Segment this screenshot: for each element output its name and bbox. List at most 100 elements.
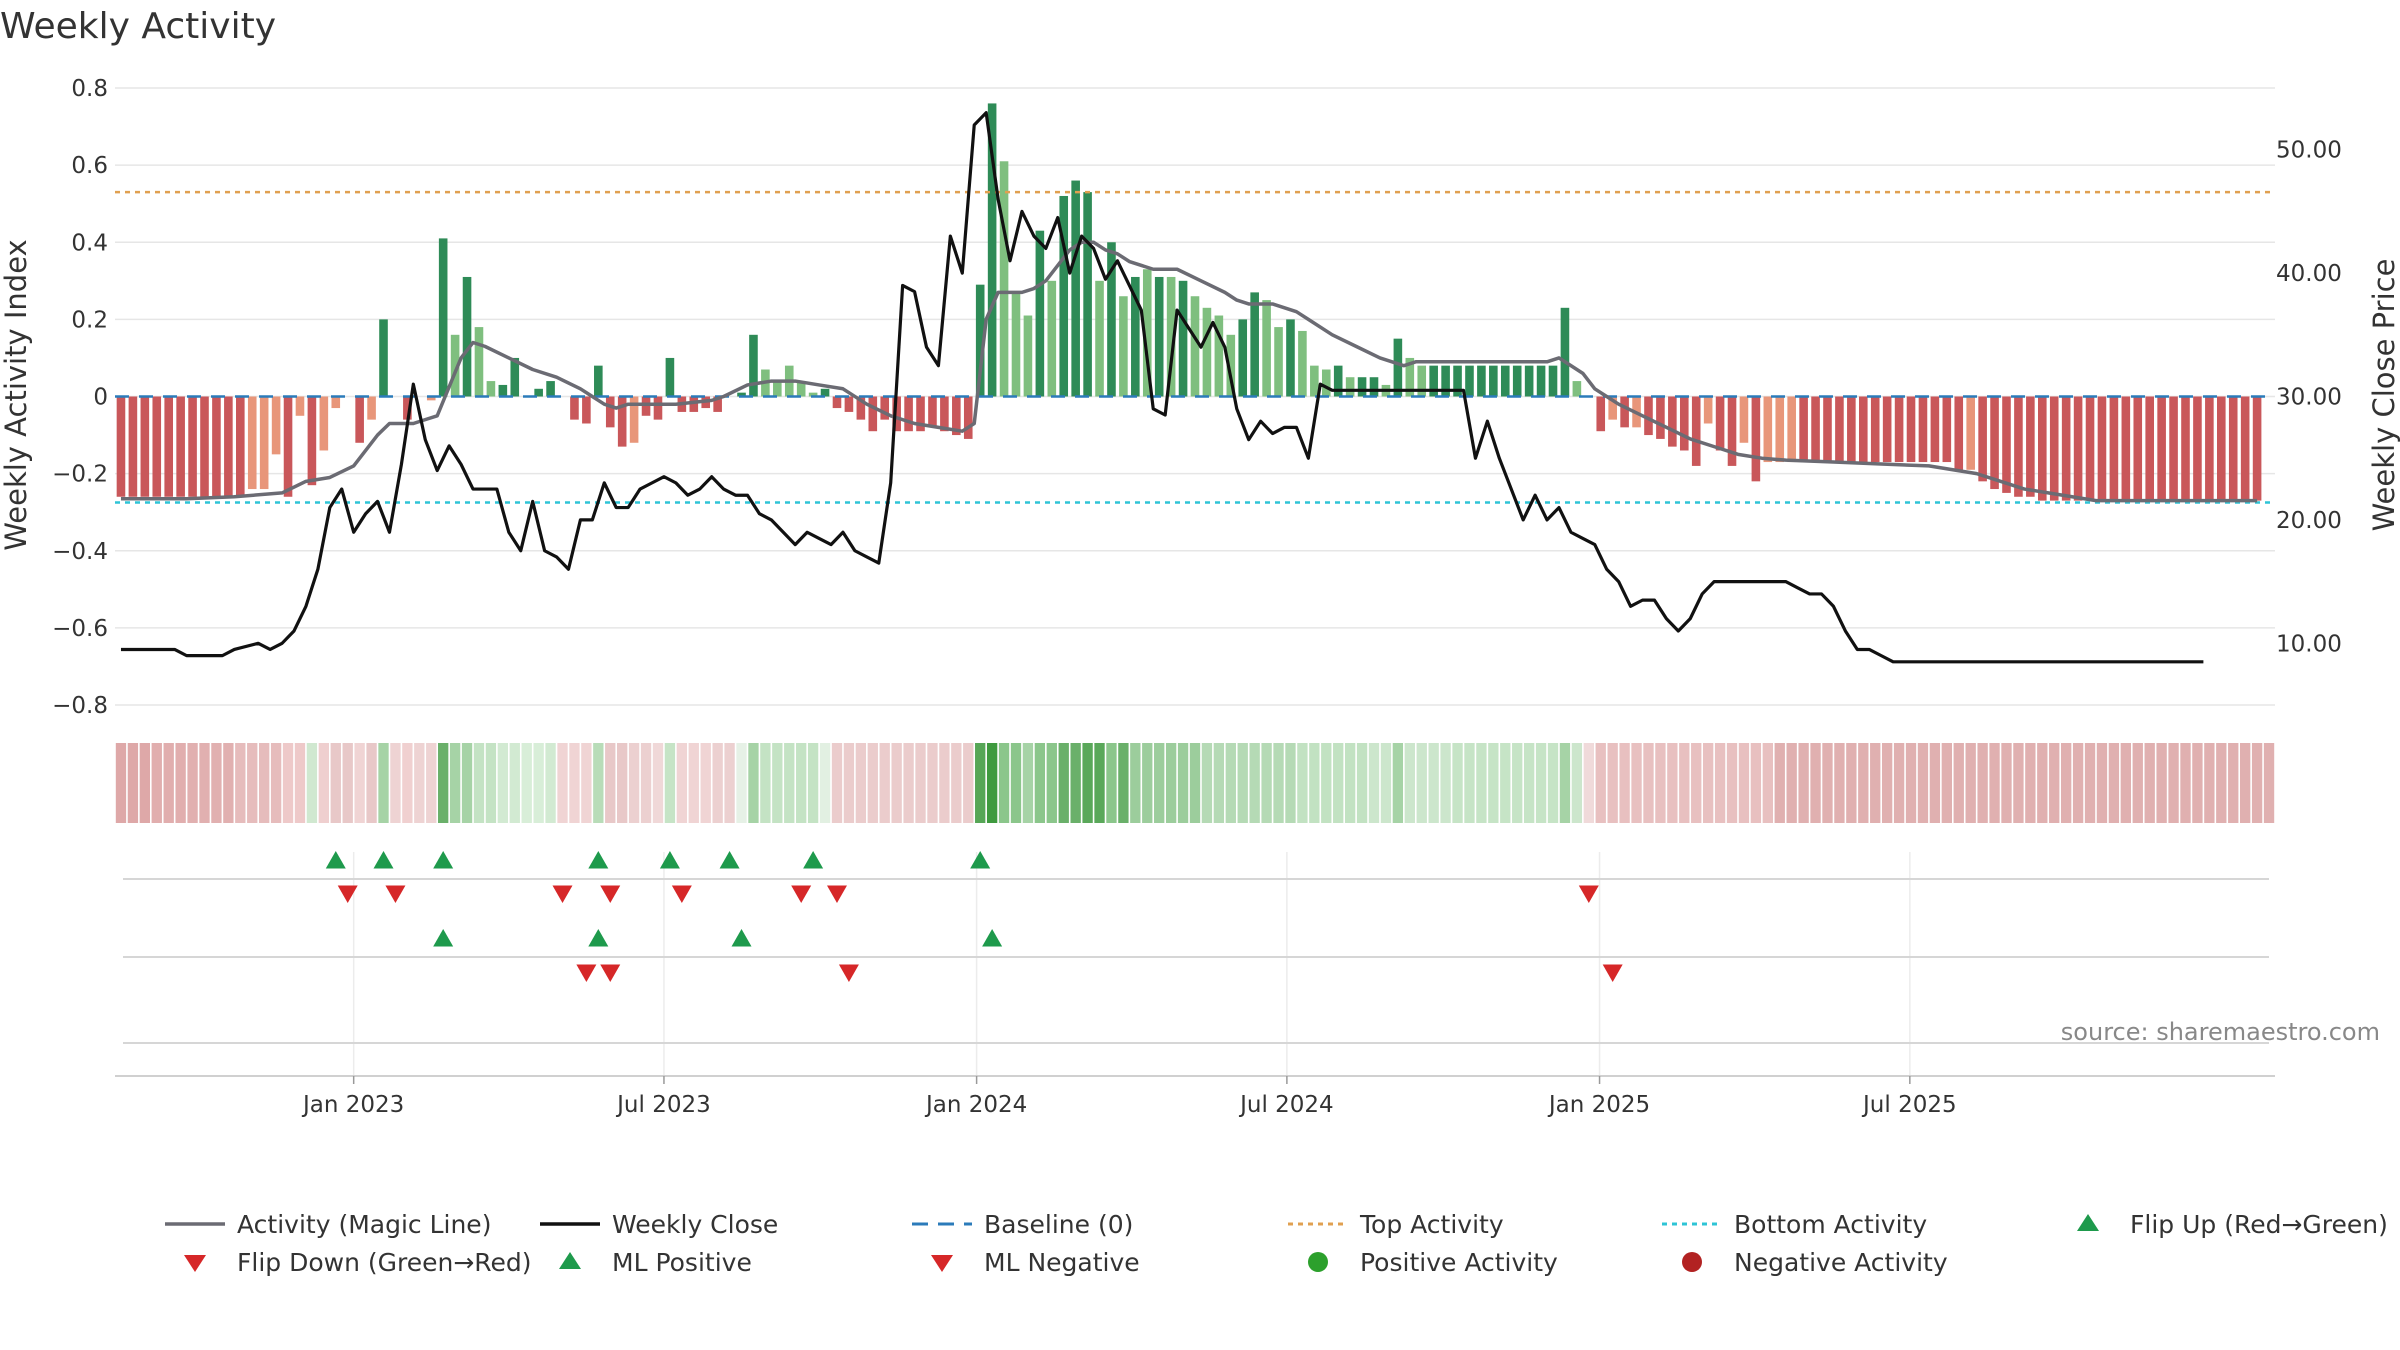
- heat-cell: [127, 743, 139, 823]
- legend-label: Positive Activity: [1360, 1248, 1558, 1277]
- heat-cell: [2108, 743, 2120, 823]
- heat-cell: [1404, 743, 1415, 823]
- heat-cell: [2263, 743, 2275, 823]
- activity-bar: [450, 334, 460, 397]
- activity-bar: [892, 396, 901, 432]
- ml-positive-marker: [433, 929, 454, 947]
- heat-cell: [1643, 743, 1654, 823]
- activity-bar: [665, 357, 675, 397]
- activity-bar: [1310, 365, 1319, 397]
- activity-bar: [1823, 396, 1832, 463]
- heat-cell: [426, 743, 437, 823]
- heat-cell: [1476, 743, 1487, 823]
- legend-label: Flip Up (Red→Green): [2130, 1210, 2388, 1239]
- activity-bar: [1727, 396, 1737, 466]
- signal-markers: [325, 851, 1623, 982]
- heat-cell: [187, 743, 198, 823]
- activity-bar: [1703, 396, 1713, 424]
- activity-bar: [1835, 396, 1844, 463]
- activity-bar: [152, 396, 162, 497]
- activity-bar: [1202, 307, 1212, 397]
- x-tick-label: Jan 2025: [1547, 1092, 1650, 1118]
- heat-cell: [939, 743, 950, 823]
- activity-bar: [1321, 369, 1331, 397]
- heat-cell: [2013, 743, 2024, 823]
- activity-bar: [2026, 396, 2035, 497]
- heat-cell: [1392, 743, 1404, 823]
- flip-up-marker: [970, 851, 991, 869]
- heat-cell: [2144, 743, 2155, 823]
- heat-cell: [557, 743, 568, 823]
- ml-positive-marker: [982, 929, 1003, 947]
- heat-cell: [963, 743, 974, 823]
- activity-bar: [1465, 365, 1474, 397]
- heat-cell: [1834, 743, 1845, 823]
- source-note: source: sharemaestro.com: [2061, 1018, 2380, 1046]
- activity-bar: [1333, 365, 1343, 397]
- activity-bar: [271, 396, 281, 455]
- heat-cell: [1022, 743, 1034, 823]
- legend-swatch: [931, 1255, 953, 1272]
- activity-bar: [2228, 396, 2238, 501]
- heat-cell: [330, 743, 341, 823]
- activity-bar: [1500, 365, 1510, 397]
- heat-cell: [1774, 743, 1785, 823]
- legend-item: Flip Down (Green→Red): [184, 1248, 532, 1277]
- activity-bar: [1083, 192, 1092, 397]
- activity-bar: [2085, 396, 2095, 501]
- activity-bar: [904, 396, 913, 432]
- y-tick-left-label: 0.8: [71, 76, 108, 102]
- heat-cell: [855, 743, 867, 823]
- heat-cell: [772, 743, 783, 823]
- activity-bar: [1071, 180, 1080, 397]
- activity-bar: [856, 396, 866, 420]
- heat-cell: [139, 743, 151, 823]
- heat-cell: [2168, 743, 2179, 823]
- activity-bar: [999, 161, 1009, 397]
- activity-bar: [689, 396, 699, 412]
- heat-cell: [1607, 743, 1618, 823]
- heat-cell: [1213, 743, 1225, 823]
- heat-cell: [1595, 743, 1606, 823]
- heat-cell: [2037, 743, 2048, 823]
- ml-negative-marker: [838, 964, 859, 982]
- heat-cell: [593, 743, 604, 823]
- activity-bar: [1250, 292, 1259, 397]
- heat-cell: [652, 743, 664, 823]
- activity-bar: [1572, 381, 1582, 397]
- flip-up-marker: [659, 851, 680, 869]
- heat-cell: [1738, 743, 1750, 823]
- activity-bar: [1858, 396, 1868, 463]
- activity-bar: [1274, 327, 1283, 397]
- heat-cell: [819, 743, 831, 823]
- heat-cell: [617, 743, 628, 823]
- y-tick-left-label: −0.2: [52, 462, 108, 488]
- activity-bar: [1918, 396, 1928, 463]
- activity-bar: [2240, 396, 2250, 501]
- legend-label: Top Activity: [1359, 1210, 1504, 1239]
- y-tick-right-label: 40.00: [2276, 261, 2342, 287]
- legend-item: Negative Activity: [1682, 1248, 1948, 1277]
- heat-cell: [199, 743, 210, 823]
- heat-cell: [1571, 743, 1583, 823]
- heat-cell: [1428, 743, 1439, 823]
- heat-cell: [282, 743, 294, 823]
- heat-cell: [1500, 743, 1511, 823]
- activity-bar: [1882, 396, 1892, 463]
- series-lines: [115, 111, 2275, 664]
- activity-bar: [355, 396, 364, 443]
- y-tick-left-label: −0.6: [52, 616, 108, 642]
- heat-cell: [1356, 743, 1368, 823]
- activity-bar: [2121, 396, 2131, 501]
- activity-bar: [1369, 377, 1379, 397]
- activity-bar: [808, 392, 818, 397]
- heat-cell: [1881, 743, 1893, 823]
- heat-cell: [1452, 743, 1463, 823]
- heat-cell: [2228, 743, 2239, 823]
- activity-bar: [1226, 334, 1236, 397]
- activity-bar: [1417, 365, 1427, 397]
- heat-cell: [390, 743, 401, 823]
- activity-bar: [1978, 396, 1987, 482]
- heat-cell: [2216, 743, 2227, 823]
- heat-cell: [736, 743, 747, 823]
